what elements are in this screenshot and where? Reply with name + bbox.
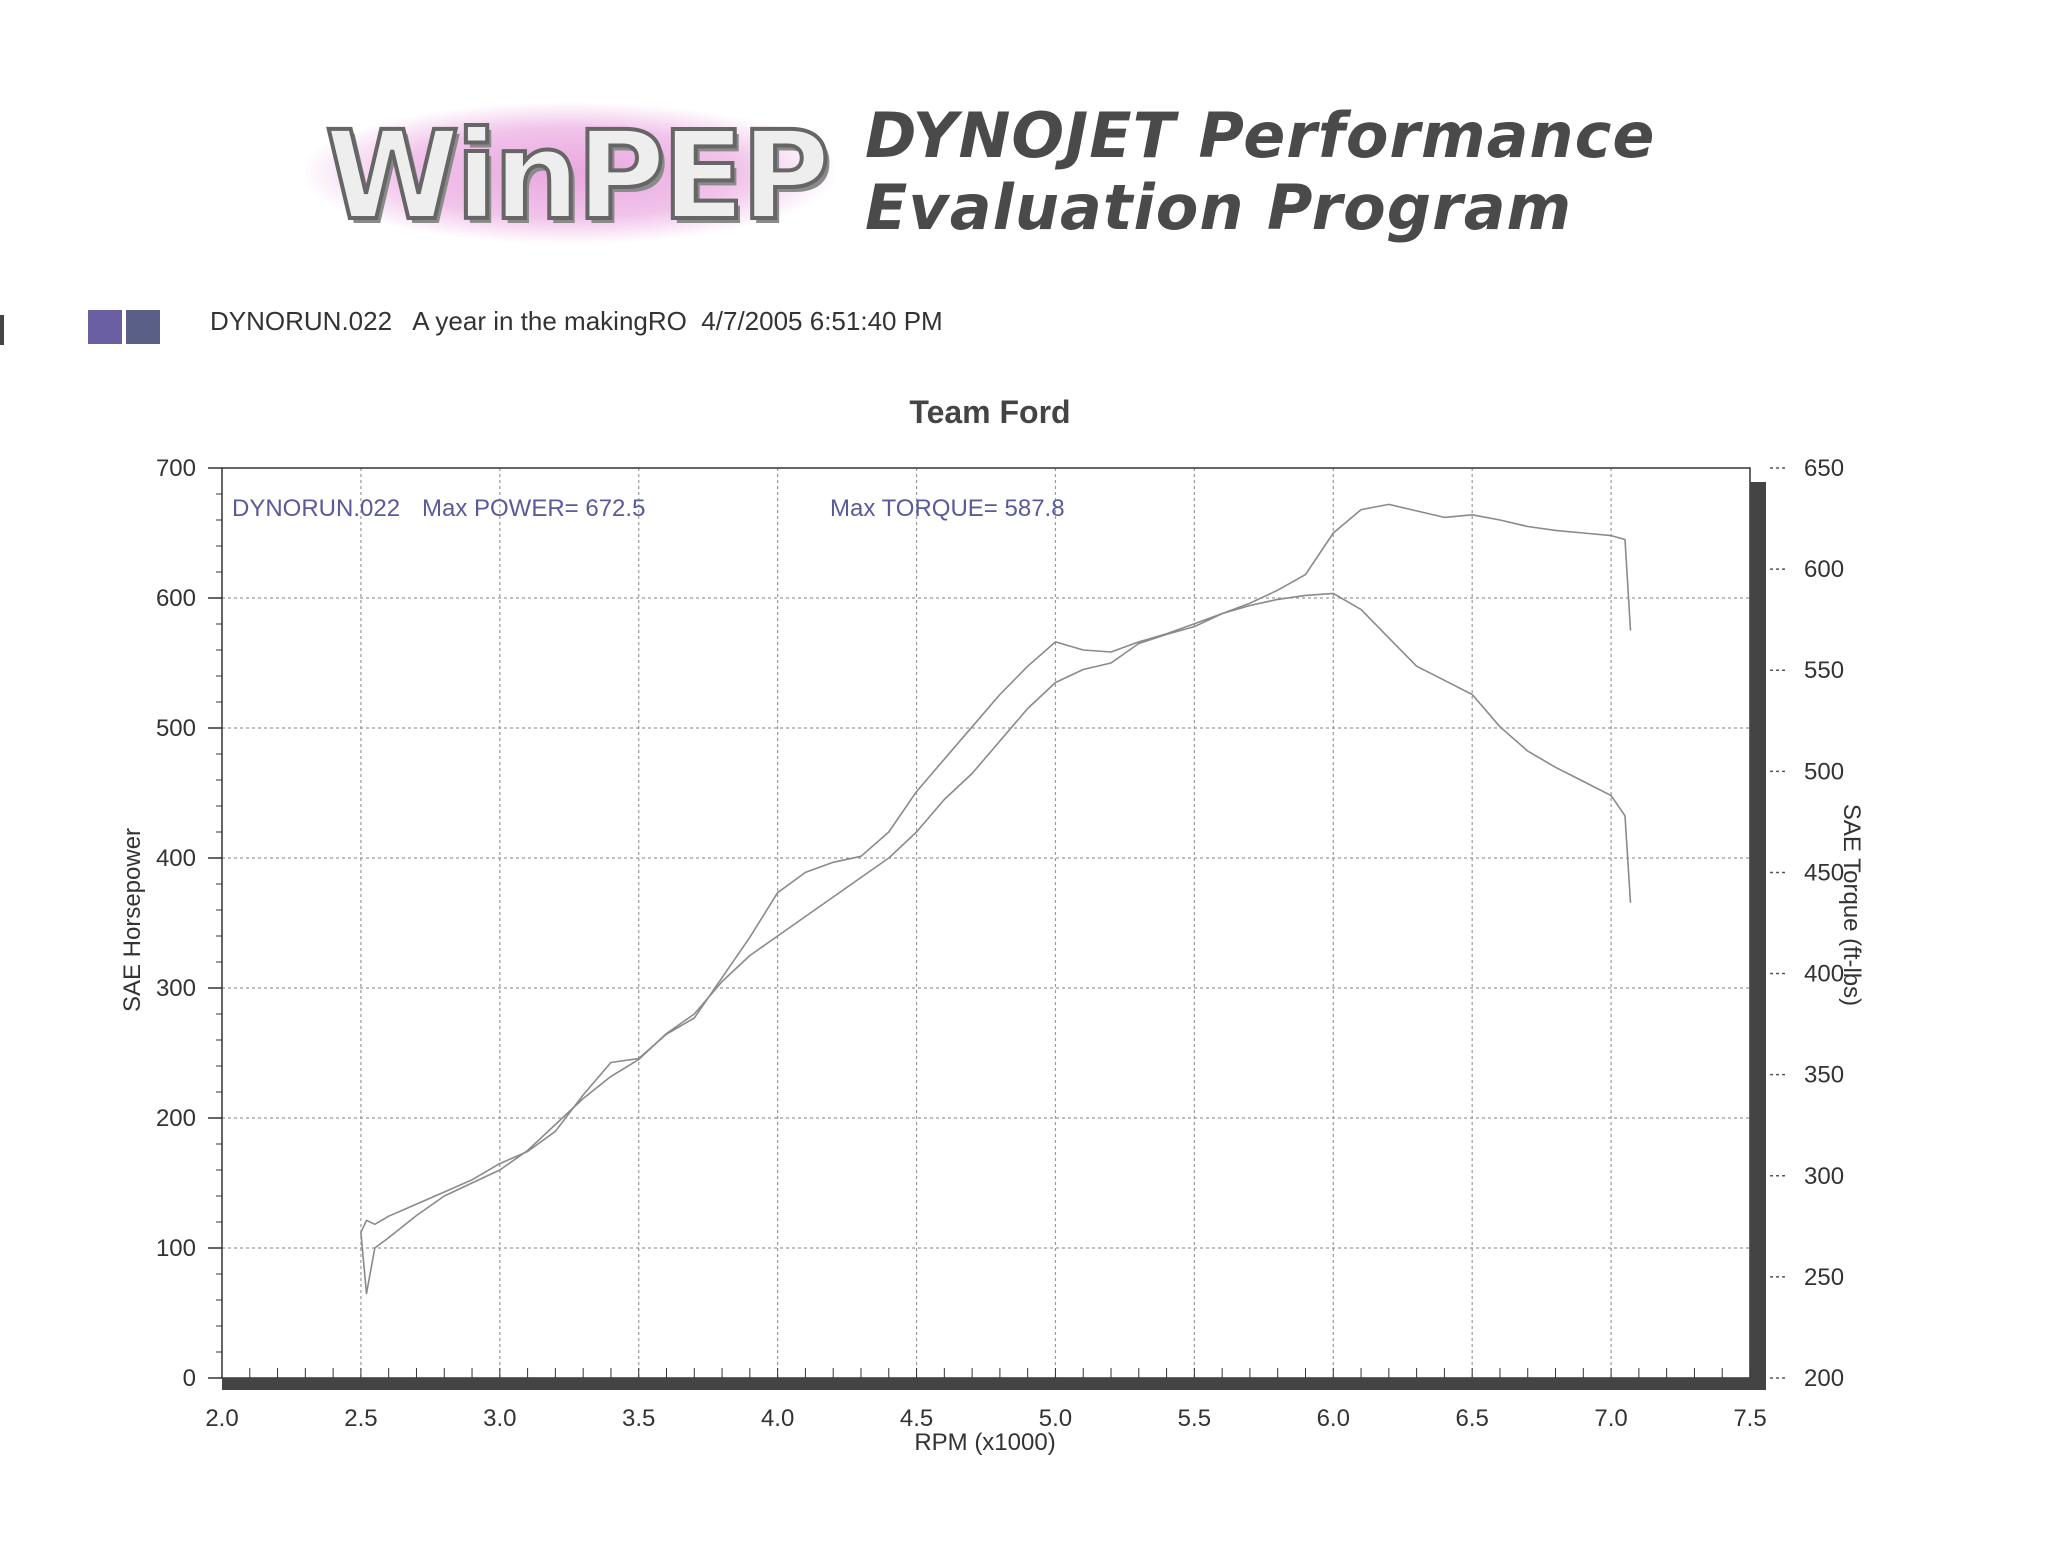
- power-curve: [360, 503, 1632, 1295]
- x-tick-label: 3.0: [483, 1405, 516, 1432]
- logo-glow: [305, 103, 835, 243]
- plot-border: [221, 467, 1751, 1379]
- run-swatch-2: [126, 310, 160, 344]
- y-tick-label-left: 0: [183, 1365, 196, 1392]
- y-tick-label-left: 600: [156, 585, 196, 612]
- program-heading-line2: Evaluation Program: [865, 171, 1573, 244]
- x-tick-label: 6.0: [1317, 1405, 1350, 1432]
- y-tick-label-right: 650: [1804, 455, 1844, 482]
- y-tick-label-left: 200: [156, 1105, 196, 1132]
- run-swatch-1: [88, 310, 122, 344]
- y-axis-label-right: SAE Torque (ft-lbs): [1838, 804, 1865, 1006]
- y-tick-label-right: 300: [1804, 1163, 1844, 1190]
- grid-layer: [222, 468, 1750, 1378]
- y-tick-label-right: 450: [1804, 859, 1844, 886]
- y-tick-label-left: 700: [156, 455, 196, 482]
- program-heading: DYNOJET Performance Evaluation Program: [865, 100, 1655, 244]
- x-tick-label: 7.0: [1594, 1405, 1627, 1432]
- winpep-logo: WinPEP: [305, 95, 845, 249]
- y-tick-label-right: 550: [1804, 657, 1844, 684]
- x-tick-label: 4.5: [900, 1405, 933, 1432]
- plot-frame: [221, 467, 1766, 1390]
- y-tick-label-right: 500: [1804, 758, 1844, 785]
- annotation-max-torque: Max TORQUE= 587.8: [830, 495, 1065, 522]
- torque-curve: [360, 592, 1632, 1233]
- x-tick-label: 5.0: [1039, 1405, 1072, 1432]
- x-tick-label: 7.5: [1733, 1405, 1766, 1432]
- x-tick-label: 4.0: [761, 1405, 794, 1432]
- y-tick-label-left: 400: [156, 845, 196, 872]
- chart-title: Team Ford: [909, 394, 1070, 430]
- y-axis-label-left: SAE Horsepower: [119, 828, 146, 1012]
- x-tick-label: 6.5: [1455, 1405, 1488, 1432]
- x-tick-label: 3.5: [622, 1405, 655, 1432]
- run-color-swatches: [88, 310, 164, 344]
- tick-layer: 2.0 2.5 3.0 3.5 4.0 4.5 5.0 5.5 6.0 6.5 7.0 7.5 0 100…: [156, 455, 1844, 1432]
- x-tick-label: 2.0: [205, 1405, 238, 1432]
- run-info: DYNORUN.022 A year in the makingRO 4/7/2…: [210, 306, 943, 336]
- y-tick-label-left: 300: [156, 975, 196, 1002]
- bottom-shadow-bar: [222, 1378, 1766, 1390]
- y-tick-label-right: 600: [1804, 556, 1844, 583]
- y-tick-label-right: 400: [1804, 961, 1844, 988]
- annotation-max-power: Max POWER= 672.5: [422, 495, 645, 522]
- right-shadow-bar: [1750, 482, 1766, 1390]
- scan-edge-mark: [0, 315, 4, 345]
- logo-text: WinPEP: [323, 103, 832, 249]
- y-tick-label-right: 350: [1804, 1062, 1844, 1089]
- x-axis-label: RPM (x1000): [914, 1429, 1055, 1456]
- annotation-run: DYNORUN.022: [232, 495, 400, 522]
- program-heading-line1: DYNOJET Performance: [865, 99, 1656, 172]
- y-tick-label-left: 500: [156, 715, 196, 742]
- x-tick-label: 2.5: [344, 1405, 377, 1432]
- x-tick-label: 5.5: [1178, 1405, 1211, 1432]
- y-tick-label-left: 100: [156, 1235, 196, 1262]
- curve-layer: [360, 503, 1632, 1295]
- y-tick-label-right: 250: [1804, 1264, 1844, 1291]
- y-tick-label-right: 200: [1804, 1365, 1844, 1392]
